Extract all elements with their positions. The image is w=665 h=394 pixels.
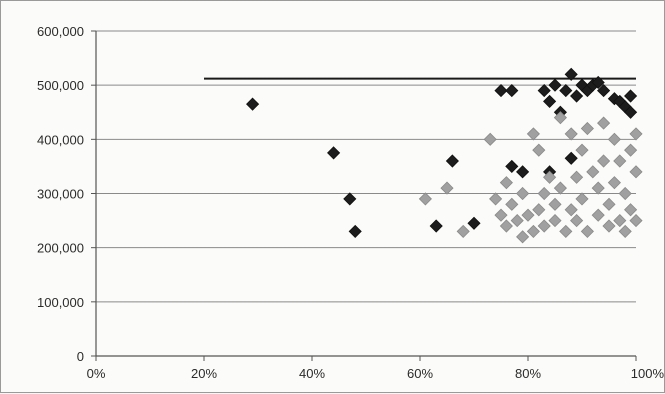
x-tick-label: 40%	[299, 366, 325, 381]
data-point	[456, 224, 470, 238]
y-tick-label: 100,000	[37, 295, 84, 310]
data-point	[564, 151, 578, 165]
data-point	[613, 214, 627, 228]
data-point	[429, 219, 443, 233]
data-point	[548, 78, 562, 92]
gridlines	[96, 30, 636, 303]
x-tick-label: 80%	[515, 366, 541, 381]
data-point	[489, 192, 503, 206]
data-point	[516, 230, 530, 244]
x-tick-label: 100%	[631, 366, 665, 381]
data-point	[618, 186, 632, 201]
data-point	[532, 203, 546, 217]
data-point	[602, 219, 616, 233]
x-tick-label: 60%	[407, 366, 433, 381]
data-point	[586, 165, 600, 179]
data-point	[499, 176, 513, 190]
data-point	[537, 84, 551, 98]
data-point	[467, 216, 481, 230]
data-point	[564, 203, 578, 217]
y-tick-label: 500,000	[37, 78, 84, 93]
data-point	[624, 143, 638, 157]
data-point	[591, 75, 605, 90]
data-point	[505, 159, 519, 173]
data-point	[521, 208, 535, 222]
y-tick-label: 0	[77, 349, 84, 364]
y-tick-label: 300,000	[37, 187, 84, 202]
data-point	[607, 132, 621, 146]
data-point	[575, 143, 589, 157]
data-point	[532, 143, 546, 157]
data-point	[624, 105, 638, 119]
data-point	[516, 165, 530, 179]
y-tick-label: 400,000	[37, 132, 84, 147]
data-point	[570, 170, 584, 184]
data-point	[516, 186, 530, 201]
y-tick-label: 200,000	[37, 241, 84, 256]
data-point	[575, 192, 589, 206]
data-point	[505, 84, 519, 98]
axes	[91, 30, 637, 361]
data-point	[580, 224, 594, 238]
data-point	[440, 181, 454, 195]
data-point	[564, 67, 578, 81]
data-point	[607, 176, 621, 190]
data-point	[564, 127, 578, 141]
data-point	[602, 197, 616, 211]
data-point	[624, 203, 638, 217]
data-point	[445, 154, 459, 168]
data-point	[246, 97, 260, 111]
data-point	[559, 84, 573, 98]
data-point	[618, 224, 632, 238]
data-point	[580, 121, 594, 136]
data-point	[343, 192, 357, 206]
data-point	[418, 192, 432, 206]
data-point	[548, 214, 562, 228]
data-point	[494, 208, 508, 222]
x-tick-label: 0%	[87, 366, 106, 381]
data-point	[597, 84, 611, 98]
data-point	[499, 219, 513, 233]
data-point	[505, 197, 519, 211]
data-point	[537, 219, 551, 233]
y-tick-label: 600,000	[37, 24, 84, 39]
data-point	[494, 84, 508, 98]
data-points	[246, 67, 643, 244]
data-point	[553, 181, 567, 195]
data-point	[553, 111, 567, 125]
data-point	[483, 132, 497, 146]
data-point	[629, 214, 643, 228]
data-point	[597, 116, 611, 130]
data-point	[327, 146, 341, 160]
data-point	[629, 127, 643, 141]
data-point	[537, 186, 551, 201]
data-point	[570, 89, 584, 103]
x-tick-labels: 0% 20% 40% 60% 80% 100%	[87, 366, 665, 381]
data-point	[543, 94, 557, 108]
data-point	[348, 224, 362, 238]
data-point	[526, 224, 540, 238]
y-tick-labels: 0 100,000 200,000 300,000 400,000 500,000 600,…	[37, 24, 84, 364]
data-point	[613, 154, 627, 168]
data-point	[559, 224, 573, 238]
data-point	[597, 154, 611, 168]
data-point	[543, 170, 557, 184]
data-point	[570, 214, 584, 228]
x-tick-label: 20%	[191, 366, 217, 381]
data-point	[629, 165, 643, 179]
data-point	[548, 197, 562, 211]
data-point	[591, 181, 605, 195]
data-point	[624, 89, 638, 103]
data-point	[526, 127, 540, 141]
data-point	[591, 208, 605, 222]
data-point	[510, 214, 524, 228]
